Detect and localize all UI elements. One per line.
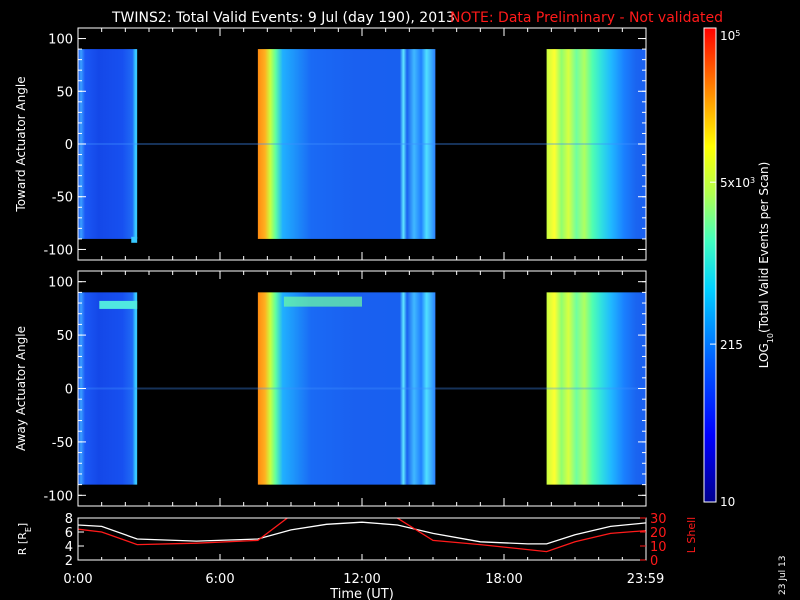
ytick-label: 0 <box>65 383 73 398</box>
xtick-label: 23:59 <box>627 572 664 587</box>
bright-patch-2 <box>283 296 362 307</box>
away-heatmap-panel: -100 -50 0 50 100 Away Actuator Angle <box>14 270 647 507</box>
ytick-left-label: 6 <box>65 526 73 541</box>
xtick-label: 18:00 <box>485 572 522 587</box>
ytick-label: 0 <box>65 138 73 153</box>
ytick-label: -50 <box>52 191 73 206</box>
xtick-label: 0:00 <box>63 572 92 587</box>
ytick-label: -50 <box>52 436 73 451</box>
edge-artifact <box>131 236 138 243</box>
ytick-right-label: 0 <box>650 554 658 569</box>
x-axis-label: Time (UT) <box>329 587 394 600</box>
plot-title: TWINS2: Total Valid Events: 9 Jul (day 1… <box>111 10 455 26</box>
zero-band <box>78 143 646 145</box>
bright-patch <box>99 300 138 309</box>
colorbar-label: LOG10(Total Valid Events per Scan) <box>757 162 775 369</box>
xtick-label: 12:00 <box>343 572 380 587</box>
colorbar-tick-label: 215 <box>720 338 743 352</box>
ytick-label: 50 <box>56 85 73 100</box>
ytick-left-label: 4 <box>65 540 73 555</box>
ytick-label: 100 <box>48 33 73 48</box>
colorbar-tick-label: 10 <box>720 495 735 509</box>
xtick-label: 6:00 <box>205 572 234 587</box>
panel-ylabel: Toward Actuator Angle <box>14 76 28 212</box>
heatmap-segment-1 <box>257 292 436 485</box>
colorbar-tick-label: 5x103 <box>720 176 755 191</box>
colorbar: 10 215 5x103 105 LOG10(Total Valid Events p… <box>703 27 775 509</box>
date-stamp: 23 Jul 13 <box>778 556 788 596</box>
ytick-right-label: 20 <box>650 526 667 541</box>
preliminary-note: NOTE: Data Preliminary - Not validated <box>450 10 723 26</box>
heatmap-segment-2 <box>546 49 646 239</box>
lshell-series-line <box>78 518 646 553</box>
ytick-left-label: 8 <box>65 512 73 527</box>
colorbar-gradient <box>703 27 717 503</box>
heatmap-segment-0 <box>78 292 138 485</box>
zero-band <box>78 387 646 390</box>
toward-heatmap-panel: -100 -50 0 50 100 Toward Actuator Angle <box>14 27 647 261</box>
ytick-label: -100 <box>43 243 73 258</box>
r-axis-label: R [RE] <box>16 523 33 555</box>
ytick-label: -100 <box>43 489 73 504</box>
lshell-axis-label: L Shell <box>685 517 698 553</box>
ytick-label: 50 <box>56 329 73 344</box>
r-series-line <box>78 521 646 545</box>
panel-ylabel: Away Actuator Angle <box>14 326 28 451</box>
heatmap-segment-0 <box>78 49 138 239</box>
ytick-label: 100 <box>48 276 73 291</box>
ytick-right-label: 30 <box>650 512 667 527</box>
ytick-left-label: 2 <box>65 554 73 569</box>
ytick-right-label: 10 <box>650 540 667 555</box>
heatmap-segment-1 <box>257 49 436 239</box>
colorbar-tick-label: 105 <box>720 29 740 44</box>
heatmap-segment-2 <box>546 292 646 485</box>
